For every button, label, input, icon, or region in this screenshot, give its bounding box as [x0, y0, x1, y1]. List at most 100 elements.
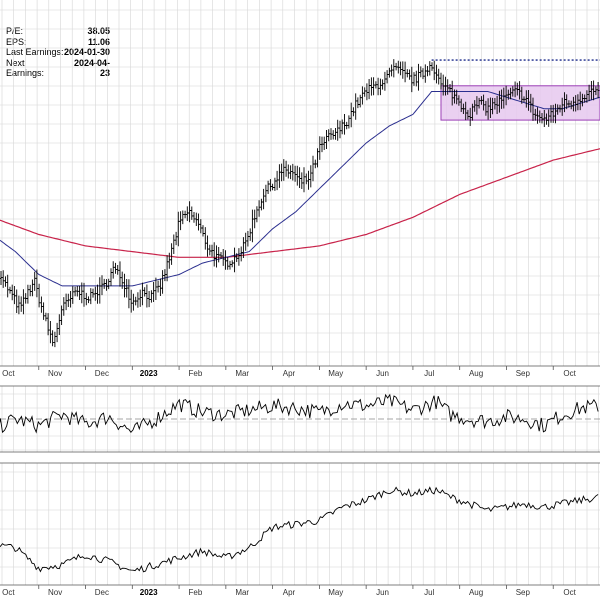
ohlc-bar: [311, 155, 315, 182]
ohlc-bar: [331, 130, 335, 140]
price-bars: [0, 59, 600, 348]
ohlc-bar: [230, 260, 234, 268]
bottom-x-axis-label: Nov: [48, 588, 62, 597]
ohlc-bar: [275, 170, 279, 191]
bottom-x-axis-label: Mar: [235, 588, 249, 597]
bottom-x-axis-label: Oct: [563, 588, 576, 597]
ohlc-bar: [64, 293, 68, 311]
ohlc-bar: [89, 288, 93, 305]
ohlc-bar: [354, 93, 357, 120]
ohlc-bar: [302, 167, 306, 193]
last-earnings-value: 2024-01-30: [63, 47, 110, 57]
ohlc-bar: [22, 289, 25, 315]
ohlc-bar: [289, 165, 292, 180]
stock-info-panel: P/E: 38.05 EPS: 11.06 Last Earnings: 202…: [6, 26, 110, 79]
ohlc-bar: [244, 232, 247, 251]
ohlc-bar: [372, 77, 375, 96]
ohlc-bar: [392, 59, 396, 78]
bottom-x-axis-label: Dec: [95, 588, 109, 597]
bottom-x-axis-label: Apr: [283, 588, 296, 597]
ohlc-bar: [127, 279, 131, 309]
ohlc-bar: [352, 107, 355, 117]
ohlc-bar: [291, 163, 295, 181]
ohlc-bar: [421, 68, 425, 80]
bottom-x-axis-label: Sep: [516, 588, 531, 597]
ohlc-bar: [273, 177, 277, 191]
ohlc-bar: [397, 60, 400, 74]
price-x-axis-label: Feb: [189, 369, 203, 378]
ohlc-bar: [370, 77, 373, 96]
long-moving-average-line: [0, 148, 600, 258]
ohlc-bar: [417, 63, 420, 91]
ohlc-bar: [159, 278, 162, 296]
ohlc-bar: [325, 130, 328, 149]
ohlc-bar: [100, 275, 104, 296]
ohlc-bar: [62, 297, 66, 316]
ohlc-bar: [246, 231, 250, 247]
ohlc-bar: [37, 283, 41, 308]
ohlc-bar: [161, 270, 164, 294]
price-x-axis-label: 2023: [140, 369, 158, 378]
ohlc-bar: [296, 165, 299, 186]
ohlc-bar: [338, 120, 342, 139]
ohlc-bar: [174, 231, 178, 246]
ohlc-bar: [98, 277, 102, 304]
ohlc-bar: [403, 61, 407, 83]
ohlc-bar: [150, 290, 153, 303]
ohlc-bar: [28, 284, 32, 297]
ohlc-bar: [4, 276, 7, 287]
ohlc-bar: [298, 167, 301, 188]
ohlc-bar: [316, 148, 319, 168]
ohlc-bar: [53, 331, 57, 348]
price-x-axis-label: Apr: [283, 369, 296, 378]
next-earnings-row: Next Earnings: 2024-04-23: [6, 58, 110, 79]
ohlc-bar: [428, 61, 432, 76]
short-moving-average-line: [0, 91, 600, 287]
ohlc-bar: [172, 234, 176, 254]
eps-row: EPS: 11.06: [6, 37, 110, 48]
ohlc-bar: [255, 206, 259, 223]
ohlc-bar: [181, 210, 185, 225]
ohlc-bar: [318, 136, 322, 160]
ohlc-bar: [138, 289, 142, 307]
price-x-axis-label: Jul: [424, 369, 434, 378]
ohlc-bar: [190, 206, 194, 220]
ohlc-bar: [51, 330, 54, 347]
ohlc-bar: [437, 68, 440, 85]
bottom-x-axis-label: Jun: [376, 588, 389, 597]
ohlc-bar: [87, 296, 90, 304]
ohlc-bar: [266, 180, 270, 194]
ohlc-bar: [114, 262, 117, 274]
price-x-axis-label: Mar: [235, 369, 249, 378]
ohlc-bar: [33, 271, 36, 291]
ohlc-bar: [152, 282, 155, 302]
ohlc-bar: [170, 243, 173, 265]
price-x-axis-label: Aug: [469, 369, 483, 378]
pe-value: 38.05: [87, 26, 110, 36]
ohlc-bar: [69, 291, 72, 308]
ohlc-bar: [262, 188, 265, 210]
ohlc-bar: [435, 64, 438, 84]
ohlc-bar: [271, 183, 274, 191]
ohlc-bar: [129, 289, 133, 313]
bottom-x-axis-label: Aug: [469, 588, 483, 597]
ohlc-bar: [358, 94, 362, 108]
last-earnings-label: Last Earnings:: [6, 47, 64, 57]
ohlc-bar: [6, 274, 9, 298]
price-x-axis-label: Jun: [376, 369, 389, 378]
ohlc-bar: [309, 165, 313, 188]
ohlc-bar: [251, 209, 254, 243]
price-x-axis-label: Nov: [48, 369, 62, 378]
ohlc-bar: [141, 282, 144, 306]
ohlc-bar: [412, 72, 416, 86]
ohlc-bar: [415, 70, 418, 87]
ohlc-bar: [257, 200, 261, 217]
ohlc-bar: [406, 69, 409, 78]
bottom-x-axis-label: May: [328, 588, 343, 597]
ohlc-bar: [42, 302, 45, 320]
ohlc-bar: [233, 247, 236, 273]
relative-strength-line: [0, 486, 599, 573]
ohlc-bar: [215, 245, 218, 268]
ohlc-bar: [201, 225, 205, 237]
